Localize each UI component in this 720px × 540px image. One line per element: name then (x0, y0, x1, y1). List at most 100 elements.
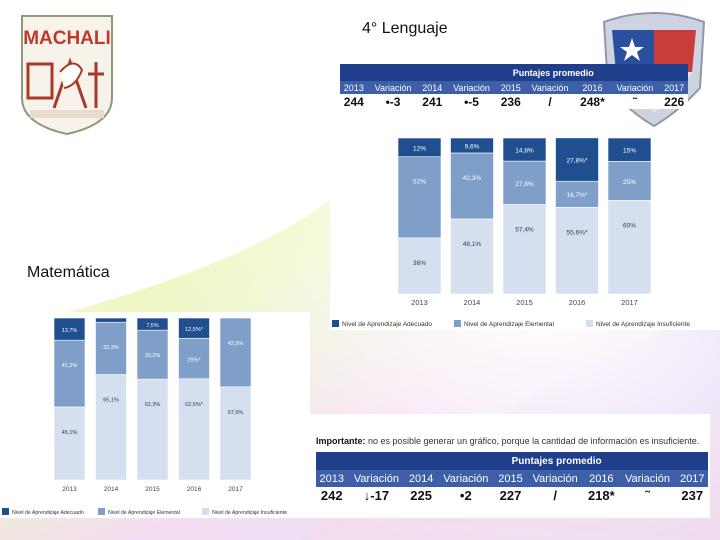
table-column-cell: Variación (436, 470, 495, 487)
bar-segment (53, 339, 86, 408)
table-empty-cell (405, 452, 437, 470)
table-column-cell: 2015 (496, 81, 525, 94)
bar-segment (136, 317, 169, 331)
data-label: 25% (623, 179, 636, 186)
table-value-cell: 237 (676, 487, 708, 504)
bar-segment (178, 317, 210, 339)
bar-segment (607, 137, 652, 162)
legend-swatch (586, 320, 593, 327)
table-column-cell: 2014 (405, 470, 437, 487)
data-label: 42,3% (463, 175, 482, 182)
table-value-cell: •-5 (446, 94, 497, 109)
table-columns-row: 2013 Variación 2014 Variación 2015 Varia… (340, 81, 688, 94)
table-column-cell: Variación (609, 81, 661, 94)
data-label: 13,7% (62, 328, 78, 334)
bar-segment (450, 137, 494, 154)
legend-label: Nivel de Aprendizaje Elemental (108, 510, 180, 516)
matematica-title: Matemática (27, 264, 110, 281)
table-value-cell: 227 (494, 487, 527, 504)
data-label: 27,8% (515, 181, 534, 188)
bar-segment (450, 218, 494, 295)
table-column-cell: Variación (618, 470, 677, 487)
data-label: 60% (623, 222, 636, 229)
table-value-cell: / (526, 487, 585, 504)
bar-segment (607, 200, 652, 295)
table-value-cell: 242 (316, 487, 348, 504)
legend-label: Nivel de Aprendizaje Insuficiente (212, 510, 287, 516)
data-label: 9,6% (465, 143, 480, 150)
logo-text: MACHALI (23, 28, 111, 49)
table-empty-cell (347, 452, 406, 470)
x-tick-label: 2016 (187, 486, 202, 493)
importante-note: Importante: no es posible generar un grá… (316, 436, 699, 446)
x-tick-label: 2014 (104, 486, 119, 493)
table-values-row: 244 •-3 241 •-5 236 / 248* ˜ 226 (340, 94, 688, 109)
data-label: 45,1% (62, 430, 78, 436)
legend-label: Nivel de Aprendizaje Insuficiente (596, 321, 690, 328)
table-column-cell: Variación (524, 81, 576, 94)
table-column-cell: 2017 (660, 81, 688, 94)
table-empty-cell (367, 64, 419, 81)
table-header-cell: Puntajes promedio (496, 64, 610, 81)
table-column-cell: 2015 (494, 470, 527, 487)
bar-segment (397, 156, 442, 239)
table-empty-cell (316, 452, 348, 470)
data-label: 48,1% (463, 241, 482, 248)
legend-label: Nivel de Aprendizaje Adecuado (342, 321, 432, 328)
bar-segment (178, 337, 210, 380)
matematica-scores-table: Puntajes promedio 2013 Variación 2014 Va… (316, 452, 708, 504)
table-values-row: 242 ↓-17 225 •2 227 / 218* ˜ 237 (316, 487, 708, 504)
table-empty-cell (618, 452, 677, 470)
data-label: 16,7%* (567, 192, 588, 199)
table-value-cell: 236 (496, 94, 525, 109)
table-column-cell: 2016 (584, 470, 619, 487)
data-label: 57,4% (515, 226, 534, 233)
x-tick-label: 2013 (62, 486, 77, 493)
data-label: 25%* (187, 358, 201, 364)
table-header-cell: Puntajes promedio (494, 452, 619, 470)
note-text: no es posible generar un gráfico, porque… (365, 436, 700, 446)
data-label: 62,5%* (185, 402, 204, 408)
data-label: 36% (413, 260, 426, 267)
bar-segment (136, 329, 169, 380)
lenguaje-chart-panel: 36% 52% 12% 2013 48,1% 42,3% 9,6% 2014 57,4% 27,8… (330, 130, 720, 330)
x-tick-label: 2017 (621, 298, 638, 307)
data-label: 27,8%* (567, 158, 588, 165)
legend-swatch (454, 320, 461, 327)
bar-segment (95, 317, 127, 323)
lenguaje-title: 4° Lenguaje (362, 20, 448, 37)
x-tick-label: 2017 (228, 486, 243, 493)
bar-segment (136, 378, 169, 481)
lenguaje-scores-table: Puntajes promedio 2013 Variación 2014 Va… (340, 64, 688, 109)
table-column-cell: 2014 (418, 81, 447, 94)
data-label: 55,6%* (567, 229, 588, 236)
legend-swatch (98, 508, 105, 515)
data-label: 52% (413, 179, 426, 186)
table-value-cell: ˜ (618, 487, 677, 504)
bar-segment (219, 317, 252, 388)
bar-segment (53, 317, 86, 341)
x-tick-label: 2015 (145, 486, 160, 493)
data-label: 65,1% (103, 398, 119, 404)
legend-label: Nivel de Aprendizaje Adecuado (12, 510, 84, 516)
table-value-cell: •2 (436, 487, 495, 504)
bar-segment (397, 137, 442, 158)
bar-segment (450, 152, 494, 220)
table-column-cell: 2013 (316, 470, 348, 487)
data-label: 15% (623, 148, 636, 155)
data-label: 32,3% (103, 345, 119, 351)
lenguaje-stacked-bar-chart: 36% 52% 12% 2013 48,1% 42,3% 9,6% 2014 57,4% 27,8… (332, 137, 690, 328)
x-tick-label: 2016 (569, 298, 586, 307)
table-value-cell: ˜ (609, 94, 661, 109)
table-value-cell: / (524, 94, 576, 109)
table-column-cell: Variación (446, 81, 497, 94)
table-value-cell: 244 (340, 94, 368, 109)
legend-swatch (332, 320, 339, 327)
table-value-cell: ↓-17 (347, 487, 406, 504)
table-empty-cell (609, 64, 661, 81)
table-column-cell: 2013 (340, 81, 368, 94)
table-column-cell: Variación (347, 470, 406, 487)
table-header-row: Puntajes promedio (316, 452, 708, 470)
bar-segment (555, 137, 599, 182)
table-column-cell: 2017 (676, 470, 708, 487)
